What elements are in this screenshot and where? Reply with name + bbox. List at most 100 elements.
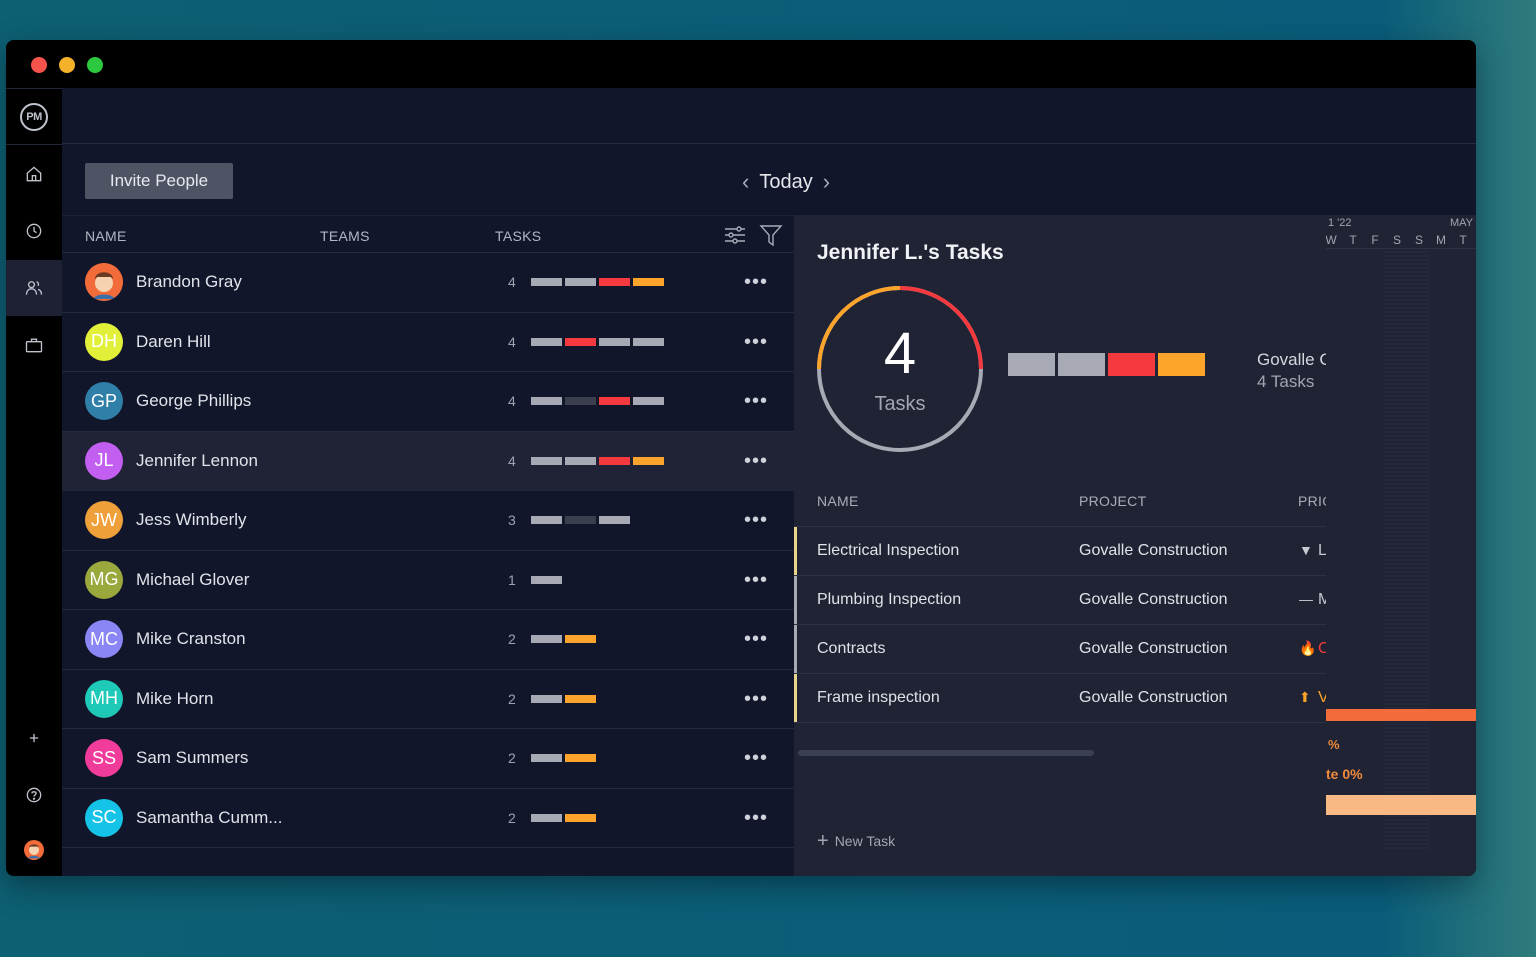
task-status-bar <box>565 516 596 525</box>
task-row[interactable]: Frame inspection Govalle Construction ⬆ … <box>794 674 1326 723</box>
new-task-label: New Task <box>834 833 896 849</box>
more-options-button[interactable]: ••• <box>744 806 769 829</box>
horizontal-scrollbar[interactable] <box>798 750 1094 756</box>
person-row[interactable]: DH Daren Hill 4 ••• <box>62 313 794 372</box>
person-row[interactable]: Brandon Gray 4 ••• <box>62 253 794 313</box>
person-row[interactable]: MG Michael Glover 1 ••• <box>62 551 794 610</box>
person-row[interactable]: MH Mike Horn 2 ••• <box>62 670 794 729</box>
person-name[interactable]: Jennifer Lennon <box>136 450 258 470</box>
task-status-bar <box>599 516 630 525</box>
task-bars <box>531 694 596 703</box>
task-row[interactable]: Plumbing Inspection Govalle Construction… <box>794 576 1326 625</box>
month-label: 1 '22 <box>1328 217 1352 229</box>
task-count: 2 <box>508 690 516 707</box>
sidebar-item-projects[interactable] <box>6 317 62 373</box>
gantt-bar[interactable] <box>1326 709 1476 721</box>
filter-icon[interactable] <box>758 222 784 248</box>
priority-icon: ▼ <box>1299 542 1313 558</box>
person-name[interactable]: Brandon Gray <box>136 272 242 292</box>
column-header-teams[interactable]: TEAMS <box>320 228 370 244</box>
column-header-name[interactable]: NAME <box>85 228 127 244</box>
task-status-bar <box>633 278 664 287</box>
task-row[interactable]: Contracts Govalle Construction 🔥 C <box>794 625 1326 674</box>
close-window-button[interactable] <box>31 57 47 73</box>
person-row[interactable]: SC Samantha Cumm... 2 ••• <box>62 789 794 848</box>
day-label: W <box>1326 233 1337 247</box>
person-row[interactable]: GP George Phillips 4 ••• <box>62 372 794 432</box>
person-row[interactable]: JW Jess Wimberly 3 ••• <box>62 491 794 551</box>
pm-logo[interactable]: PM <box>6 89 62 145</box>
sidebar: PM <box>6 88 62 876</box>
clock-icon <box>26 223 42 239</box>
task-status-bar <box>531 516 562 525</box>
profile-avatar[interactable] <box>6 822 62 876</box>
people-list-panel: NAME TEAMS TASKS Brandon Gray 4 ••• DH D… <box>62 215 794 876</box>
task-count: 2 <box>508 750 516 767</box>
more-options-button[interactable]: ••• <box>744 747 769 770</box>
sidebar-item-people[interactable] <box>6 260 62 316</box>
column-header-tasks[interactable]: TASKS <box>495 228 542 244</box>
chevron-right-icon[interactable]: › <box>822 169 831 194</box>
more-options-button[interactable]: ••• <box>744 628 769 651</box>
sidebar-item-home[interactable] <box>6 146 62 202</box>
people-icon <box>25 281 43 295</box>
person-name[interactable]: Michael Glover <box>136 569 250 589</box>
today-button[interactable]: Today <box>759 170 813 193</box>
task-name[interactable]: Plumbing Inspection <box>817 591 962 608</box>
task-count: 4 <box>508 393 516 410</box>
app-window: PM Invite People ‹ Today › <box>6 40 1476 876</box>
chevron-left-icon[interactable]: ‹ <box>742 169 750 194</box>
person-row[interactable]: SS Sam Summers 2 ••• <box>62 729 794 789</box>
invite-people-button[interactable]: Invite People <box>85 163 233 199</box>
more-options-button[interactable]: ••• <box>744 509 769 532</box>
avatar-initials: DH <box>91 331 117 352</box>
more-options-button[interactable]: ••• <box>744 330 769 353</box>
person-name[interactable]: Sam Summers <box>136 748 249 768</box>
person-name[interactable]: Daren Hill <box>136 331 211 351</box>
person-name[interactable]: Mike Horn <box>136 688 214 708</box>
task-status-bar <box>531 694 562 703</box>
task-bars <box>531 278 664 287</box>
avatar: SC <box>85 798 123 837</box>
title-bar <box>6 40 1476 88</box>
weekend-shade <box>1384 249 1429 849</box>
more-options-button[interactable]: ••• <box>744 568 769 591</box>
avatar: MG <box>85 560 123 599</box>
priority-label: L <box>1318 542 1326 559</box>
sidebar-add-button[interactable] <box>6 710 62 766</box>
sidebar-help-button[interactable] <box>6 767 62 823</box>
task-name[interactable]: Contracts <box>817 640 886 657</box>
task-row[interactable]: Electrical Inspection Govalle Constructi… <box>794 527 1326 576</box>
sidebar-item-time[interactable] <box>6 203 62 259</box>
task-status-bar <box>565 635 596 644</box>
more-options-button[interactable]: ••• <box>744 271 769 294</box>
minimize-window-button[interactable] <box>59 57 75 73</box>
column-header-priority[interactable]: PRIO <box>1298 493 1334 509</box>
person-name[interactable]: Jess Wimberly <box>136 510 247 530</box>
more-options-button[interactable]: ••• <box>744 390 769 413</box>
more-options-button[interactable]: ••• <box>744 687 769 710</box>
pm-logo-text: PM <box>20 102 48 131</box>
column-header-project[interactable]: PROJECT <box>1079 493 1147 509</box>
person-name[interactable]: George Phillips <box>136 391 252 411</box>
task-detail-panel: Jennifer L.'s Tasks 4 Tasks Govalle C 4 … <box>794 215 1333 876</box>
new-task-button[interactable]: + New Task <box>817 831 895 851</box>
person-name[interactable]: Mike Cranston <box>136 629 246 649</box>
avatar: MH <box>85 679 123 718</box>
gantt-bar[interactable] <box>1326 795 1476 815</box>
settings-sliders-icon[interactable] <box>722 222 748 248</box>
person-name[interactable]: Samantha Cumm... <box>136 807 283 827</box>
task-status-bar <box>531 456 562 465</box>
task-status-bar <box>599 278 630 287</box>
priority-label: M <box>1318 591 1326 608</box>
person-row[interactable]: MC Mike Cranston 2 ••• <box>62 610 794 670</box>
task-name[interactable]: Electrical Inspection <box>817 542 960 559</box>
plus-icon: + <box>817 830 829 852</box>
task-bars <box>531 575 562 584</box>
column-header-name[interactable]: NAME <box>817 493 859 509</box>
task-name[interactable]: Frame inspection <box>817 689 940 706</box>
maximize-window-button[interactable] <box>87 57 103 73</box>
gantt-percent-label: te 0% <box>1326 766 1363 782</box>
person-row[interactable]: JL Jennifer Lennon 4 ••• <box>62 431 794 491</box>
more-options-button[interactable]: ••• <box>744 449 769 472</box>
